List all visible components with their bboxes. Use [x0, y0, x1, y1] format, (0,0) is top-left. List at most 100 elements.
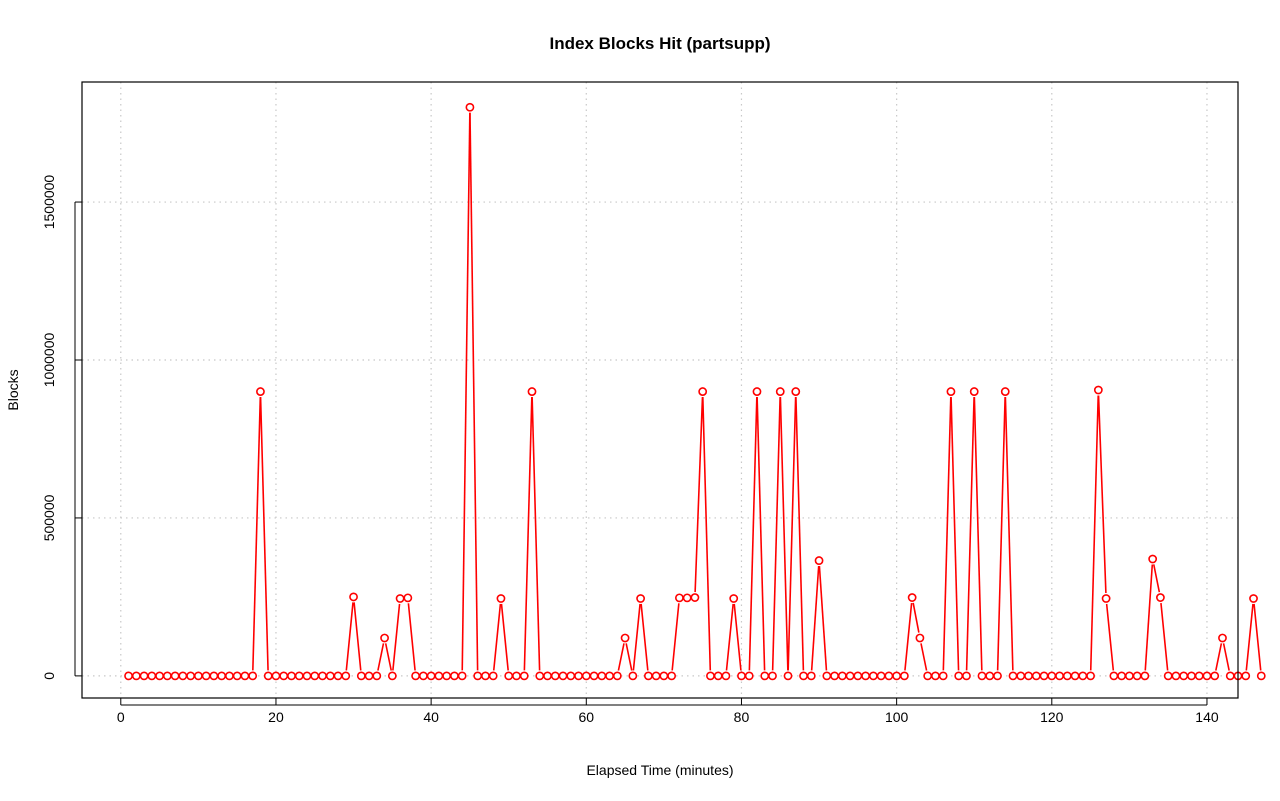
data-point: [349, 592, 358, 602]
x-tick-label: 40: [423, 709, 439, 725]
data-point: [822, 671, 832, 681]
data-point: [1024, 671, 1033, 681]
data-point: [131, 671, 141, 681]
data-point: [1140, 671, 1150, 681]
x-tick-label: 60: [579, 709, 595, 725]
data-point: [302, 671, 312, 681]
data-point: [186, 671, 196, 681]
data-point: [1132, 671, 1142, 681]
data-point: [1109, 671, 1119, 681]
data-point: [729, 594, 739, 603]
data-point: [659, 671, 669, 681]
series-segment: [818, 566, 828, 671]
data-point: [209, 671, 219, 681]
x-axis-label: Elapsed Time (minutes): [586, 762, 733, 778]
data-point: [581, 671, 591, 681]
data-point: [178, 671, 188, 681]
data-point: [1062, 671, 1072, 681]
y-axis: 0 500000 1000000 1500000: [41, 175, 82, 680]
data-point: [752, 387, 762, 396]
series-segment: [973, 397, 983, 671]
data-point: [240, 671, 250, 681]
x-tick-label: 140: [1195, 709, 1219, 725]
data-point: [481, 671, 490, 681]
data-point: [527, 387, 537, 396]
data-point: [341, 671, 351, 681]
y-tick-label: 1500000: [41, 175, 57, 230]
data-point: [1256, 671, 1266, 681]
series-segment: [702, 397, 712, 671]
series-segment: [377, 643, 385, 671]
series-segment: [632, 603, 641, 671]
data-point: [426, 671, 436, 681]
data-point: [535, 671, 545, 681]
data-point: [124, 671, 133, 681]
series-segment: [810, 566, 820, 671]
series-segment: [904, 602, 913, 671]
data-point: [170, 671, 180, 681]
data-point: [403, 593, 413, 603]
data-point: [993, 671, 1002, 681]
series-segment: [1222, 643, 1230, 671]
series-segment: [384, 643, 393, 671]
series-segment: [1245, 603, 1254, 671]
data-point: [915, 633, 925, 643]
x-tick-label: 0: [117, 709, 125, 725]
data-point: [1031, 671, 1041, 681]
data-point: [597, 671, 607, 681]
data-point: [938, 671, 948, 681]
data-point: [682, 593, 692, 603]
data-point: [232, 671, 242, 681]
data-point: [248, 671, 258, 681]
series-segment: [756, 397, 766, 671]
data-point: [946, 387, 956, 396]
series-segment: [353, 602, 362, 671]
data-point: [737, 671, 746, 681]
data-point: [512, 671, 521, 681]
series-segment: [725, 603, 734, 671]
series-segment: [1215, 643, 1223, 671]
data-point: [690, 593, 700, 602]
x-axis: 0 20 40 60 80 100 120 140: [117, 698, 1219, 725]
data-point: [271, 671, 281, 681]
data-point: [1171, 671, 1181, 681]
data-point: [931, 671, 940, 681]
data-point: [884, 671, 894, 681]
series-segment: [912, 602, 920, 633]
data-point: [768, 671, 777, 681]
data-point: [721, 671, 731, 681]
data-point: [465, 102, 475, 112]
series-segment: [965, 397, 975, 671]
series-segment: [1253, 603, 1262, 671]
data-point: [667, 671, 677, 681]
series-segment: [461, 112, 471, 671]
data-point: [566, 671, 576, 681]
data-point: [473, 671, 483, 681]
series-segment: [1004, 397, 1014, 671]
data-point: [287, 671, 296, 681]
series-segment: [771, 397, 781, 671]
data-point: [1124, 671, 1134, 681]
series-segment: [748, 397, 758, 671]
data-point: [1218, 633, 1227, 643]
data-point: [861, 671, 870, 681]
data-point: [395, 594, 405, 603]
series-segment: [1089, 395, 1099, 671]
data-point: [574, 671, 583, 681]
data-point: [364, 671, 374, 681]
data-point: [1163, 671, 1173, 681]
data-point: [387, 671, 397, 681]
data-point: [457, 671, 467, 681]
data-point: [1241, 671, 1251, 681]
series-segment: [671, 603, 680, 671]
data-point: [372, 671, 382, 681]
series-segment: [500, 603, 509, 671]
data-point: [799, 671, 808, 681]
data-point: [791, 387, 801, 396]
series-segment: [392, 603, 401, 671]
data-point: [558, 671, 568, 681]
plot-frame: [81, 81, 1239, 699]
data-point: [1194, 671, 1204, 681]
data-point: [1156, 593, 1165, 602]
